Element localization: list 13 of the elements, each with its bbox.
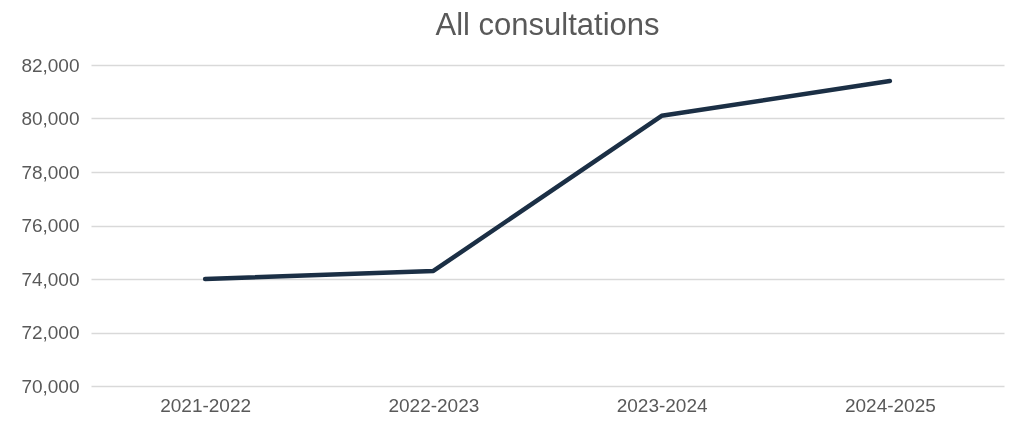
y-tick-label: 80,000 <box>21 108 80 129</box>
y-tick-label: 70,000 <box>21 375 80 397</box>
x-tick-label: 2024-2025 <box>844 394 936 416</box>
y-tick-label: 78,000 <box>21 161 80 183</box>
y-tick-label: 82,000 <box>21 54 80 76</box>
x-tick-label: 2022-2023 <box>388 394 480 416</box>
y-tick-label: 76,000 <box>21 215 80 236</box>
line-series <box>202 78 893 282</box>
x-tick-label: 2021-2022 <box>160 394 252 416</box>
chart-title: All consultations <box>435 7 660 42</box>
y-tick-label: 72,000 <box>21 322 80 343</box>
y-tick-label: 74,000 <box>21 268 80 290</box>
x-tick-label: 2023-2024 <box>616 394 708 416</box>
